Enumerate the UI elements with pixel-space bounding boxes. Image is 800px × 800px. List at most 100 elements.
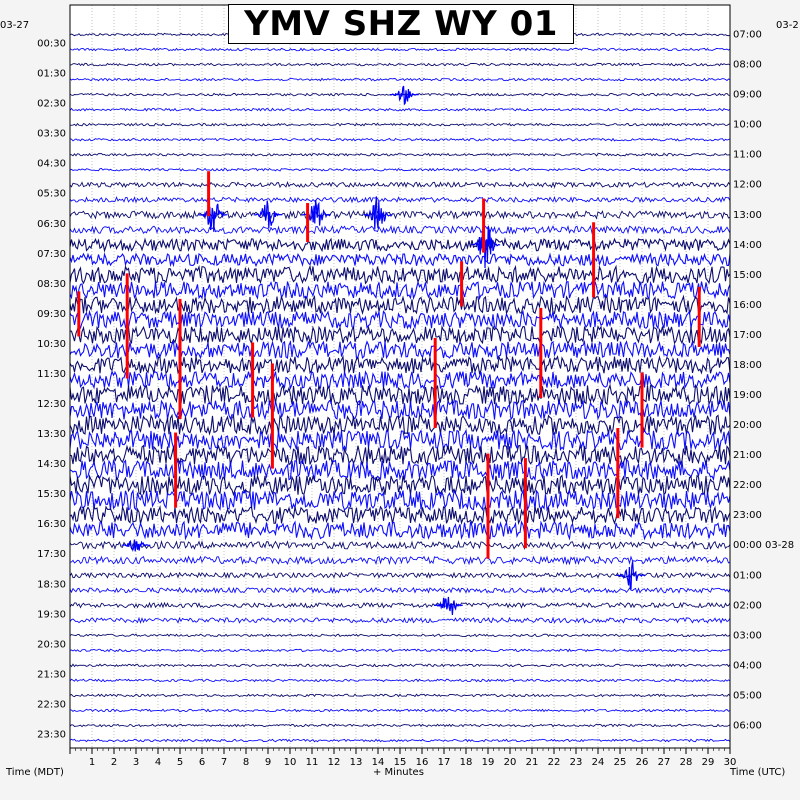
left-time-label: 13:30 <box>37 429 66 440</box>
x-tick-label: 4 <box>155 757 161 768</box>
seismic-trace <box>69 458 731 482</box>
seismic-trace <box>69 167 731 172</box>
seismic-trace <box>69 539 731 551</box>
clipped-event <box>592 222 596 298</box>
clipped-event <box>616 428 620 519</box>
seismic-trace <box>69 107 731 112</box>
x-tick-label: 29 <box>702 757 715 768</box>
clipped-event <box>174 432 178 508</box>
left-time-label: 22:30 <box>37 699 66 710</box>
x-tick-label: 12 <box>328 757 341 768</box>
seismic-trace <box>69 444 731 467</box>
x-tick-label: 27 <box>658 757 671 768</box>
seismic-trace <box>69 122 731 127</box>
x-tick-label: 6 <box>199 757 205 768</box>
seismic-trace <box>69 520 731 541</box>
right-axis-caption: Time (UTC) <box>730 767 786 778</box>
x-tick-label: 17 <box>438 757 451 768</box>
x-tick-label: 15 <box>394 757 407 768</box>
right-time-label: 11:00 <box>733 150 762 161</box>
seismic-trace <box>69 505 731 526</box>
seismic-trace <box>69 264 731 285</box>
seismic-trace <box>69 62 731 67</box>
seismic-trace <box>69 413 731 437</box>
event-burst <box>471 225 501 269</box>
x-tick-label: 11 <box>306 757 319 768</box>
right-time-label: 23:00 <box>733 510 762 521</box>
seismic-trace <box>69 92 731 97</box>
seismic-trace <box>69 152 731 157</box>
right-time-label: 06:00 <box>733 720 762 731</box>
left-time-label: 02:30 <box>37 99 66 110</box>
seismic-trace <box>69 678 731 683</box>
seismic-trace <box>69 723 731 728</box>
left-date-label: 03-27 <box>0 20 30 31</box>
x-tick-label: 10 <box>284 757 297 768</box>
left-time-label: 11:30 <box>37 369 66 380</box>
seismic-trace <box>69 209 731 220</box>
right-time-label: 14:00 <box>733 240 762 251</box>
x-tick-label: 13 <box>350 757 363 768</box>
clipped-event <box>251 342 255 418</box>
left-time-label: 10:30 <box>37 339 66 350</box>
right-time-label: 00:00 03-28 <box>733 540 794 551</box>
x-tick-label: 14 <box>372 757 385 768</box>
x-tick-label: 3 <box>133 757 139 768</box>
clipped-event <box>125 273 129 379</box>
right-time-label: 18:00 <box>733 360 762 371</box>
right-time-label: 04:00 <box>733 660 762 671</box>
event-burst <box>363 196 393 230</box>
seismic-trace <box>69 47 731 52</box>
clipped-event <box>640 372 644 448</box>
x-tick-label: 20 <box>504 757 517 768</box>
seismic-trace <box>69 601 731 609</box>
left-time-label: 07:30 <box>37 249 66 260</box>
left-time-label: 21:30 <box>37 669 66 680</box>
left-time-label: 05:30 <box>37 189 66 200</box>
seismic-trace <box>69 633 731 638</box>
seismic-trace <box>69 586 731 594</box>
right-time-label: 19:00 <box>733 390 762 401</box>
right-time-label: 17:00 <box>733 330 762 341</box>
clipped-event <box>178 298 182 420</box>
right-time-label: 05:00 <box>733 690 762 701</box>
right-time-label: 15:00 <box>733 270 762 281</box>
x-tick-label: 5 <box>177 757 183 768</box>
x-tick-label: 18 <box>460 757 473 768</box>
right-time-label: 07:00 <box>733 30 762 41</box>
left-axis-caption: Time (MDT) <box>6 767 64 778</box>
x-tick-label: 16 <box>416 757 429 768</box>
right-time-label: 01:00 <box>733 570 762 581</box>
clipped-event <box>539 307 543 399</box>
clipped-event <box>523 458 527 549</box>
right-time-label: 08:00 <box>733 60 762 71</box>
seismic-trace <box>69 616 731 624</box>
clipped-event <box>486 453 490 559</box>
left-time-label: 08:30 <box>37 279 66 290</box>
seismic-trace <box>69 738 731 743</box>
seismic-trace <box>69 280 731 301</box>
right-time-label: 03:00 <box>733 630 762 641</box>
seismic-trace <box>69 237 731 253</box>
x-tick-label: 30 <box>724 757 737 768</box>
left-time-label: 19:30 <box>37 609 66 620</box>
x-tick-label: 23 <box>570 757 583 768</box>
seismic-trace <box>69 195 731 204</box>
chart-title: YMV SHZ WY 01 <box>228 4 574 44</box>
left-time-label: 20:30 <box>37 639 66 650</box>
right-time-label: 12:00 <box>733 180 762 191</box>
x-tick-label: 28 <box>680 757 693 768</box>
left-time-label: 06:30 <box>37 219 66 230</box>
left-time-label: 00:30 <box>37 39 66 50</box>
right-time-label: 10:00 <box>733 120 762 131</box>
left-time-label: 15:30 <box>37 489 66 500</box>
clipped-event <box>433 337 437 429</box>
clipped-event <box>460 261 464 307</box>
right-time-label: 16:00 <box>733 300 762 311</box>
left-time-label: 09:30 <box>37 309 66 320</box>
left-time-label: 16:30 <box>37 519 66 530</box>
x-axis-caption: + Minutes <box>373 767 424 778</box>
clipped-event <box>207 171 211 217</box>
